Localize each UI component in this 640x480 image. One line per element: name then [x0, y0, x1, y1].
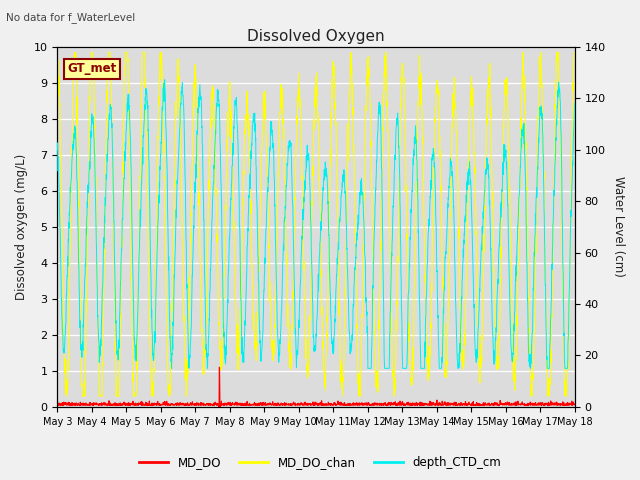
- Title: Dissolved Oxygen: Dissolved Oxygen: [247, 29, 385, 44]
- Legend: MD_DO, MD_DO_chan, depth_CTD_cm: MD_DO, MD_DO_chan, depth_CTD_cm: [134, 452, 506, 474]
- Text: GT_met: GT_met: [68, 62, 117, 75]
- Text: No data for f_WaterLevel: No data for f_WaterLevel: [6, 12, 136, 23]
- Y-axis label: Dissolved oxygen (mg/L): Dissolved oxygen (mg/L): [15, 154, 28, 300]
- Y-axis label: Water Level (cm): Water Level (cm): [612, 177, 625, 277]
